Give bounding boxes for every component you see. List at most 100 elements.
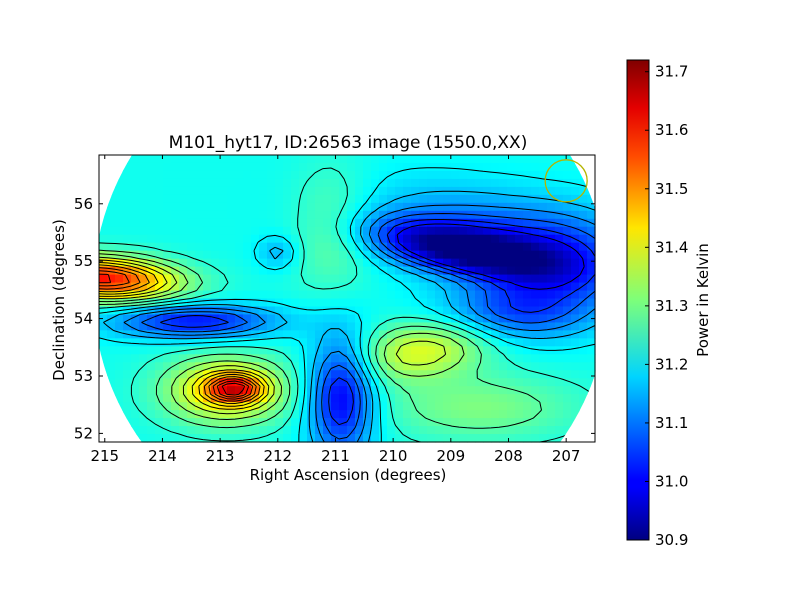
heat-cell xyxy=(203,426,212,435)
heat-cell xyxy=(331,178,340,188)
heat-cell xyxy=(227,234,236,244)
heat-cell xyxy=(451,162,460,172)
heat-cell xyxy=(283,274,292,284)
heat-cell xyxy=(403,226,412,236)
heat-cell xyxy=(203,346,212,355)
heat-cell xyxy=(563,346,572,355)
heat-cell xyxy=(451,378,460,387)
heat-cell xyxy=(403,282,412,292)
heat-cell xyxy=(283,394,292,403)
heat-cell xyxy=(523,250,532,260)
heat-cell xyxy=(547,155,556,164)
heat-cell xyxy=(355,402,364,411)
heat-cell xyxy=(227,218,236,228)
heat-cell xyxy=(339,410,348,419)
heat-cell xyxy=(347,282,356,292)
heat-cell xyxy=(331,394,340,403)
heat-cell xyxy=(379,426,388,435)
heat-cell xyxy=(467,186,476,196)
x-tick-label: 210 xyxy=(379,447,408,465)
heat-cell xyxy=(323,346,332,355)
heat-cell xyxy=(131,186,140,196)
heat-cell xyxy=(483,250,492,260)
heat-cell xyxy=(211,186,220,196)
heat-cell xyxy=(315,362,324,371)
heat-cell xyxy=(371,162,380,172)
heat-cell xyxy=(579,266,588,276)
heat-cell xyxy=(323,186,332,196)
heat-cell xyxy=(299,162,308,172)
heat-cell xyxy=(267,178,276,188)
heat-cell xyxy=(283,170,292,180)
heat-cell xyxy=(475,410,484,419)
heat-cell xyxy=(315,258,324,268)
heat-cell xyxy=(579,346,588,355)
heat-cell xyxy=(227,250,236,260)
heat-cell xyxy=(219,226,228,236)
heat-cell xyxy=(547,354,556,363)
heat-cell xyxy=(523,378,532,387)
heat-cell xyxy=(123,250,132,260)
heat-cell xyxy=(219,322,228,331)
heat-cell xyxy=(115,282,124,292)
heat-cell xyxy=(123,226,132,236)
heat-cell xyxy=(235,410,244,419)
heat-cell xyxy=(403,354,412,363)
heat-cell xyxy=(587,234,596,244)
heat-cell xyxy=(539,194,548,204)
heat-cell xyxy=(587,306,596,316)
heat-cell xyxy=(219,434,228,443)
heat-cell xyxy=(427,386,436,395)
heat-cell xyxy=(555,250,564,260)
heat-cell xyxy=(323,378,332,387)
heat-cell xyxy=(499,410,508,419)
heat-cell xyxy=(267,306,276,316)
heat-cell xyxy=(443,306,452,316)
heat-cell xyxy=(267,434,276,443)
heat-cell xyxy=(203,234,212,244)
heat-cell xyxy=(555,314,564,324)
heat-cell xyxy=(99,290,108,300)
heat-cell xyxy=(307,418,316,427)
heat-cell xyxy=(451,178,460,188)
heat-cell xyxy=(515,402,524,411)
heat-cell xyxy=(539,418,548,427)
heat-cell xyxy=(235,282,244,292)
heat-cell xyxy=(115,314,124,324)
heat-cell xyxy=(547,410,556,419)
heat-cell xyxy=(283,162,292,172)
heat-cell xyxy=(123,354,132,363)
heat-cell xyxy=(291,155,300,164)
heat-cell xyxy=(195,258,204,268)
heat-cell xyxy=(515,266,524,276)
heat-cell xyxy=(371,170,380,180)
heat-cell xyxy=(259,250,268,260)
heat-cell xyxy=(171,266,180,276)
heat-cell xyxy=(515,394,524,403)
colorbar-tick-label: 31.0 xyxy=(655,472,688,490)
heat-cell xyxy=(459,394,468,403)
heat-cell xyxy=(499,338,508,347)
heat-cell xyxy=(107,370,116,379)
heat-cell xyxy=(555,306,564,316)
heat-cell xyxy=(203,242,212,252)
heat-cell xyxy=(115,266,124,276)
heat-cell xyxy=(371,418,380,427)
heat-cell xyxy=(547,402,556,411)
heat-cell xyxy=(331,250,340,260)
heat-cell xyxy=(259,194,268,204)
heat-cell xyxy=(139,394,148,403)
heat-cell xyxy=(571,162,580,172)
heat-cell xyxy=(219,202,228,212)
heat-cell xyxy=(307,242,316,252)
heat-cell xyxy=(339,354,348,363)
heat-cell xyxy=(187,306,196,316)
heat-cell xyxy=(219,162,228,172)
colorbar-tick-label: 31.3 xyxy=(655,297,688,315)
contour-line xyxy=(98,264,261,404)
heat-cell xyxy=(571,282,580,292)
heat-cell xyxy=(579,250,588,260)
heat-cell xyxy=(419,402,428,411)
heat-cell xyxy=(171,218,180,228)
heat-cell xyxy=(179,178,188,188)
